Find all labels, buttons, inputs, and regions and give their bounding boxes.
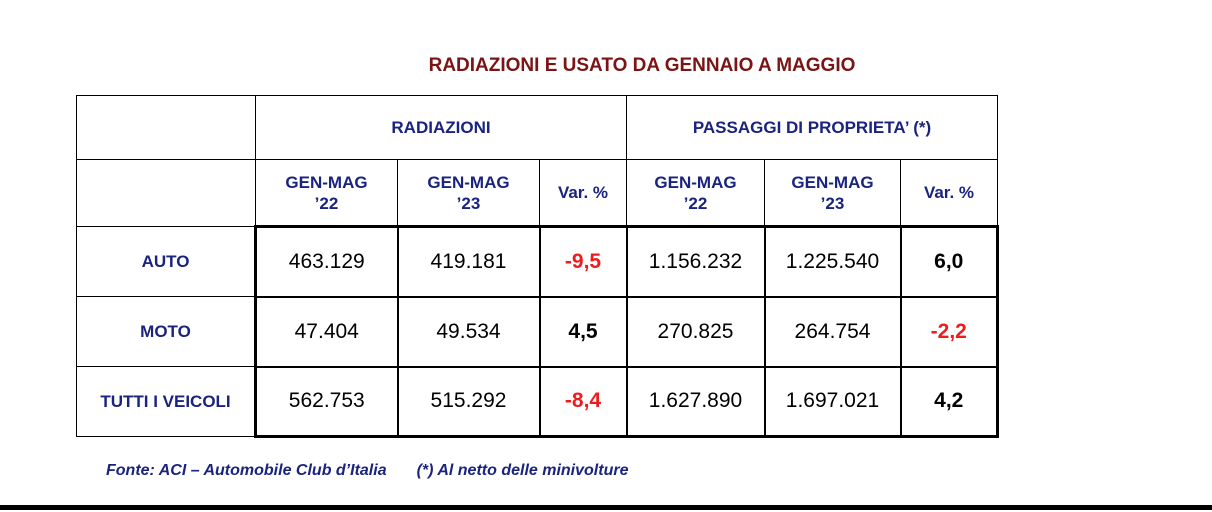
sub-header-rad-23: GEN-MAG ’23 — [397, 159, 540, 227]
table-row: MOTO 47.404 49.534 4,5 270.825 264.754 -… — [76, 296, 999, 368]
sub-header-pp-22: GEN-MAG ’22 — [626, 159, 765, 227]
cell-pp-22: 270.825 — [625, 296, 766, 368]
cell-rad-var: -9,5 — [538, 225, 628, 298]
footer-note: Fonte: ACI – Automobile Club d’Italia (*)… — [106, 462, 628, 480]
cell-pp-23: 264.754 — [763, 296, 902, 368]
cell-pp-22: 1.156.232 — [625, 225, 766, 298]
page-title: RADIAZIONI E USATO DA GENNAIO A MAGGIO — [428, 55, 856, 76]
sub-header-rad-22: GEN-MAG ’22 — [255, 159, 398, 227]
cell-rad-22: 562.753 — [254, 366, 399, 438]
row-label-auto: AUTO — [76, 226, 256, 297]
footer-source: Fonte: ACI – Automobile Club d’Italia — [106, 462, 387, 479]
data-table: RADIAZIONI PASSAGGI DI PROPRIETA’ (*) GE… — [76, 95, 999, 438]
cell-pp-var: -2,2 — [899, 296, 999, 368]
cell-rad-23: 419.181 — [396, 225, 541, 298]
cell-rad-var: -8,4 — [538, 366, 628, 438]
cell-rad-22: 47.404 — [254, 296, 399, 368]
row-label-moto: MOTO — [76, 296, 256, 367]
cell-pp-var: 6,0 — [899, 225, 999, 298]
cell-rad-22: 463.129 — [254, 225, 399, 298]
cell-pp-23: 1.225.540 — [763, 225, 902, 298]
cell-rad-var: 4,5 — [538, 296, 628, 368]
group-header-row: RADIAZIONI PASSAGGI DI PROPRIETA’ (*) — [76, 95, 998, 160]
table-row: TUTTI I VEICOLI 562.753 515.292 -8,4 1.6… — [76, 366, 999, 438]
sub-header-rad-var: Var. % — [539, 159, 627, 227]
sub-header-row: GEN-MAG ’22 GEN-MAG ’23 Var. % GEN-MAG ’22 … — [76, 159, 998, 227]
cell-pp-var: 4,2 — [899, 366, 999, 438]
cell-rad-23: 515.292 — [396, 366, 541, 438]
cell-pp-23: 1.697.021 — [763, 366, 902, 438]
corner-cell-sub — [76, 159, 256, 227]
bottom-divider — [0, 505, 1212, 510]
row-label-tutti: TUTTI I VEICOLI — [76, 366, 256, 437]
cell-rad-23: 49.534 — [396, 296, 541, 368]
footer-asterisk-note: (*) Al netto delle minivolture — [416, 462, 629, 479]
corner-cell — [76, 95, 256, 160]
sub-header-pp-var: Var. % — [900, 159, 998, 227]
group-header-passaggi: PASSAGGI DI PROPRIETA’ (*) — [626, 95, 998, 160]
sub-header-pp-23: GEN-MAG ’23 — [764, 159, 901, 227]
cell-pp-22: 1.627.890 — [625, 366, 766, 438]
table-row: AUTO 463.129 419.181 -9,5 1.156.232 1.22… — [76, 225, 999, 298]
group-header-radiazioni: RADIAZIONI — [255, 95, 627, 160]
